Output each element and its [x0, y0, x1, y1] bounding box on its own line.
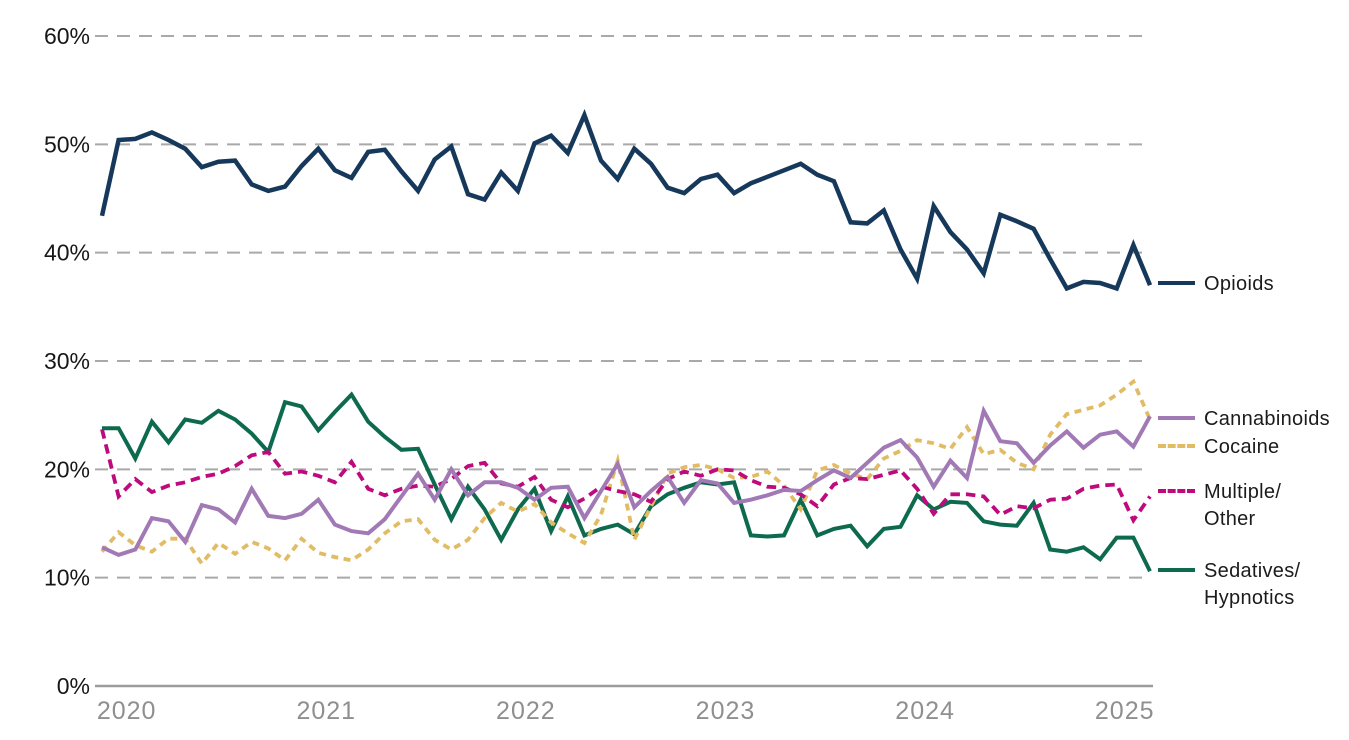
legend-item-opioids: Opioids [1158, 271, 1274, 298]
x-axis-tick-label: 2021 [296, 697, 356, 725]
x-axis-tick-label: 2022 [496, 697, 556, 725]
legend-label-line: Opioids [1204, 273, 1274, 295]
legend-swatch-sedatives-hypnotics [1158, 568, 1195, 572]
legend-swatch-cannabinoids [1158, 416, 1195, 420]
x-axis-tick-label: 2024 [895, 697, 955, 725]
y-axis-tick-label: 60% [44, 23, 90, 49]
legend-label-line: Sedatives/ [1204, 560, 1301, 582]
y-axis-tick-label: 0% [57, 673, 90, 699]
legend-label-line: Hypnotics [1204, 587, 1295, 609]
x-axis-tick-label: 2025 [1095, 697, 1155, 725]
legend-item-sedatives-hypnotics: Sedatives/ Hypnotics [1158, 558, 1300, 612]
legend-swatch-multiple-other [1158, 489, 1195, 493]
legend-label-line: Cocaine [1204, 436, 1280, 458]
x-axis-tick-label: 2023 [696, 697, 756, 725]
legend-label-cocaine: Cocaine [1204, 434, 1279, 461]
series-line-sedatives-hypnotics [102, 391, 1152, 573]
series-line-multiple-other [100, 428, 1152, 525]
legend-swatch-cocaine [1158, 444, 1195, 448]
legend-label-line: Multiple/ [1204, 481, 1282, 503]
y-axis-tick-label: 30% [44, 348, 90, 374]
y-axis-tick-label: 50% [44, 131, 90, 157]
legend-swatch-opioids [1158, 281, 1195, 285]
legend-item-cocaine: Cocaine [1158, 434, 1279, 461]
x-axis-tick-label: 2020 [97, 697, 157, 725]
y-axis-tick-label: 40% [44, 240, 90, 266]
legend-label-cannabinoids: Cannabinoids [1204, 406, 1330, 433]
y-axis-tick-label: 20% [44, 456, 90, 482]
y-axis-tick-label: 10% [44, 565, 90, 591]
series-line-cocaine [100, 378, 1152, 567]
series-line-opioids [99, 109, 1153, 292]
series-line-cannabinoids [101, 405, 1152, 558]
legend-label-sedatives-hypnotics: Sedatives/ Hypnotics [1204, 558, 1300, 612]
legend-label-multiple-other: Multiple/ Other [1204, 479, 1281, 533]
legend-label-line: Other [1204, 508, 1256, 530]
legend-item-multiple-other: Multiple/ Other [1158, 479, 1281, 533]
legend-label-opioids: Opioids [1204, 271, 1274, 298]
legend-label-line: Cannabinoids [1204, 408, 1330, 430]
legend-item-cannabinoids: Cannabinoids [1158, 406, 1330, 433]
